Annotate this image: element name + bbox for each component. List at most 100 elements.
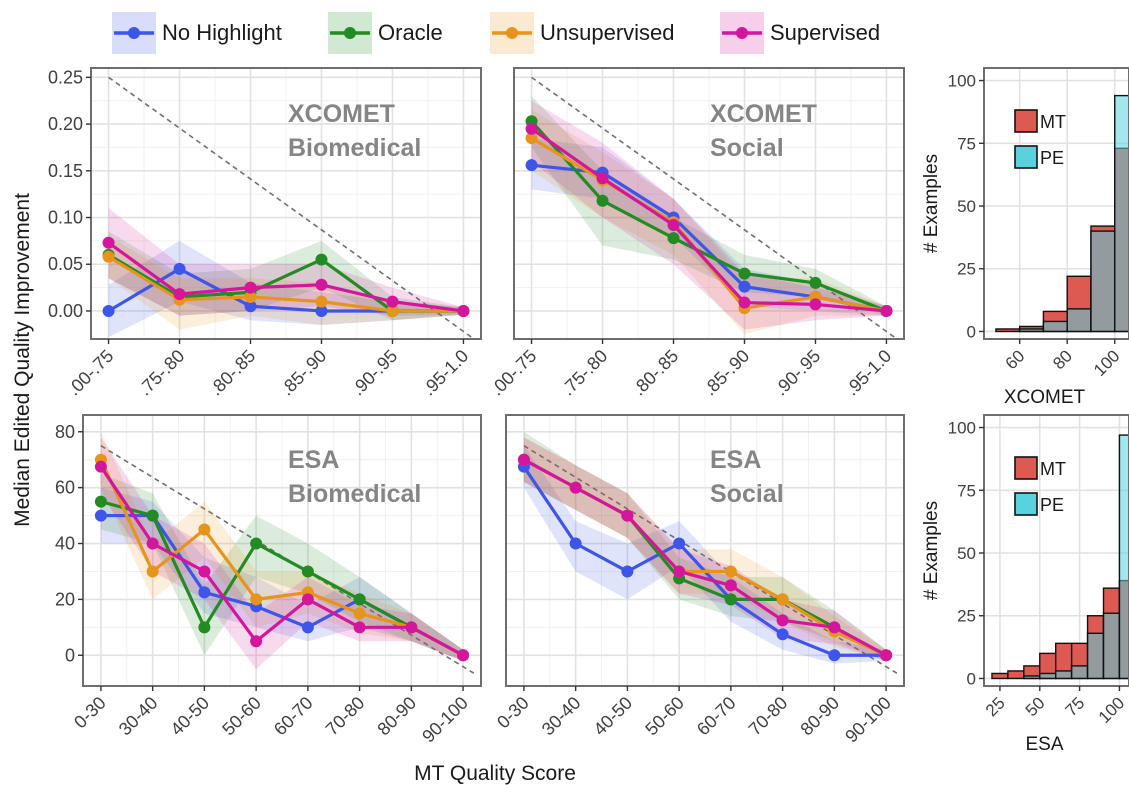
data-point: [569, 537, 582, 550]
x-tick-label: 70-80: [322, 693, 369, 740]
x-tick-label: 50-60: [218, 693, 265, 740]
x-tick-label: 80: [1049, 346, 1076, 373]
data-point: [250, 635, 263, 648]
line-panel: ESA Biomedical 0 20 40 60 80 0-30 30-40 40-50 50-6…: [55, 414, 482, 747]
x-tick-label: 90-100: [841, 693, 895, 747]
legend-entry: Supervised: [720, 12, 880, 54]
x-tick-label: 70-80: [745, 693, 792, 740]
legend-key-point: [736, 27, 748, 39]
y-tick-label: 100: [948, 419, 976, 438]
x-tick-label: 60-70: [693, 693, 740, 740]
data-point: [102, 304, 115, 317]
data-point: [621, 509, 634, 522]
legend-key-point: [506, 27, 518, 39]
x-tick-label: 100: [1095, 693, 1128, 726]
data-point: [738, 280, 751, 293]
y-tick-label: 20: [55, 589, 75, 609]
panel-label: XCOMET: [288, 100, 395, 128]
histogram-bar-pe: [1114, 94, 1129, 333]
histogram-bar-pe: [1066, 308, 1092, 333]
x-tick-label: .90-.95: [771, 346, 825, 400]
data-point: [315, 295, 328, 308]
panel-label: Social: [710, 134, 784, 162]
x-tick-label: 90-100: [418, 693, 472, 747]
y-tick-label: 0: [65, 645, 75, 665]
x-tick-label: 50: [1022, 693, 1049, 720]
data-point: [198, 621, 211, 634]
y-tick-label: 0.15: [48, 161, 83, 181]
confidence-band: [523, 445, 887, 664]
histogram-bar-pe: [1070, 665, 1089, 680]
data-point: [596, 172, 609, 185]
legend-key-point: [128, 27, 140, 39]
x-tick-label: .75-.80: [135, 346, 189, 400]
data-point: [525, 159, 538, 172]
y-tick-label: 0.10: [48, 208, 83, 228]
panel-label: ESA: [710, 446, 761, 474]
y-tick-label: 0.20: [48, 114, 83, 134]
data-point: [673, 537, 686, 550]
y-tick-label: 0.05: [48, 254, 83, 274]
data-point: [525, 122, 538, 135]
histogram-y-title: # Examples: [921, 501, 942, 600]
x-tick-label: 50-60: [641, 693, 688, 740]
y-tick-label: 75: [957, 134, 976, 153]
data-point: [198, 523, 211, 536]
y-tick-label: 40: [55, 534, 75, 554]
data-point: [173, 288, 186, 301]
histogram-bar-mt: [995, 328, 1021, 333]
data-point: [673, 565, 686, 578]
panel-label: Biomedical: [288, 480, 421, 508]
histogram-bar-pe: [1018, 328, 1045, 333]
data-point: [517, 453, 530, 466]
confidence-band: [108, 236, 464, 330]
histogram-legend-key: [1014, 109, 1038, 133]
panel-border: [513, 67, 905, 340]
histogram-bar-pe: [1102, 612, 1121, 680]
data-point: [738, 296, 751, 309]
histogram-legend-label: PE: [1040, 148, 1064, 168]
data-point: [102, 250, 115, 263]
confidence-band: [108, 240, 464, 338]
data-point: [457, 649, 470, 662]
data-point: [724, 565, 737, 578]
series-line: [107, 241, 464, 313]
data-point: [724, 593, 737, 606]
y-tick-label: 50: [957, 544, 976, 563]
x-tick-label: .95-1.0: [419, 346, 473, 400]
x-tick-label: .00-.75: [487, 346, 541, 400]
data-point: [405, 621, 418, 634]
x-tick-label: 30-40: [115, 693, 162, 740]
legend-label: Oracle: [378, 20, 443, 45]
data-point: [315, 253, 328, 266]
histogram-legend-key: [1014, 492, 1038, 516]
panel-border: [983, 67, 1129, 340]
data-point: [301, 621, 314, 634]
x-tick-label: 60: [1002, 346, 1029, 373]
data-point: [244, 281, 257, 294]
data-point: [621, 565, 634, 578]
data-point: [301, 593, 314, 606]
data-point: [457, 304, 470, 317]
series-line: [523, 458, 887, 657]
legend-label: Supervised: [770, 20, 880, 45]
x-tick-label: 40-50: [167, 693, 214, 740]
legend-entry: No Highlight: [112, 12, 282, 54]
legend-entry: Oracle: [328, 12, 443, 54]
data-point: [776, 593, 789, 606]
data-point: [809, 298, 822, 311]
panel-border: [505, 414, 905, 687]
legend-entry: Unsupervised: [490, 12, 675, 54]
confidence-band: [108, 208, 464, 316]
data-point: [250, 537, 263, 550]
x-tick-label: .75-.80: [558, 346, 612, 400]
data-point: [828, 621, 841, 634]
series-line: [99, 459, 464, 657]
y-tick-label: 80: [55, 422, 75, 442]
histogram-bar-mt: [991, 672, 1009, 680]
data-point: [146, 537, 159, 550]
legend-key-point: [344, 27, 356, 39]
line-panel: XCOMET Social .00-.75 .75-.80 .80-.85 .85-.90…: [487, 67, 905, 400]
histogram-legend-key: [1014, 145, 1038, 169]
